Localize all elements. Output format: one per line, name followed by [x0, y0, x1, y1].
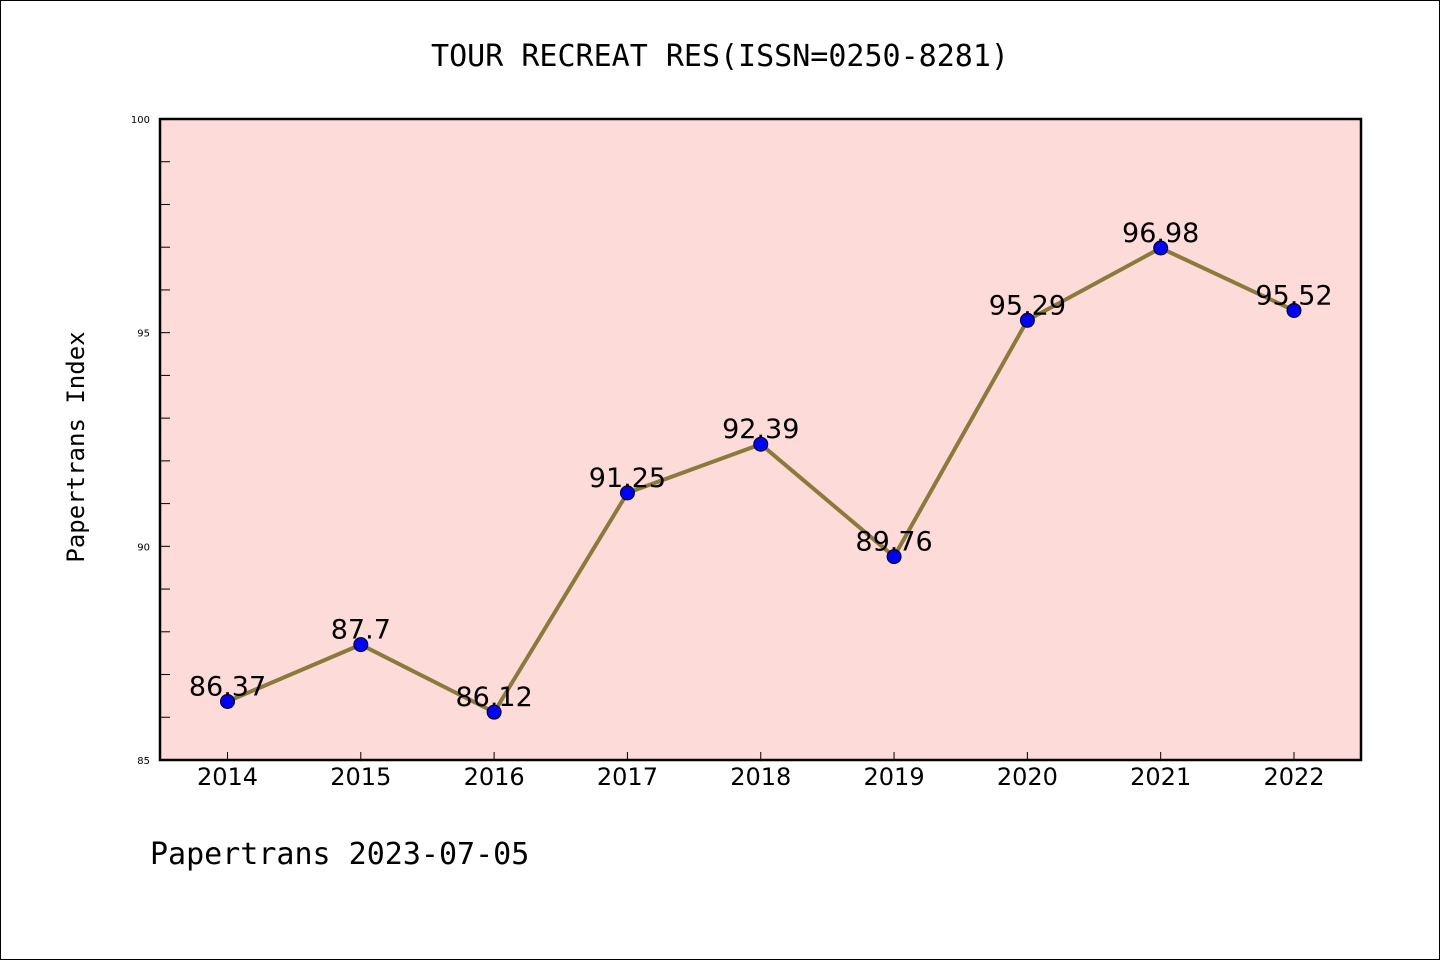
- data-point: [486, 704, 502, 720]
- data-point: [1019, 312, 1035, 328]
- data-label: 91.25: [589, 463, 666, 494]
- y-tick-label: 100: [131, 115, 150, 126]
- footer-credit: Papertrans 2023-07-05: [150, 837, 529, 872]
- x-tick-label: 2016: [464, 763, 525, 791]
- x-tick-label: 2022: [1263, 763, 1324, 791]
- series-layer: 86.37 87.7 86.12 91.25 92.39 89.76 95.29 96.98 9…: [189, 218, 1333, 720]
- data-point: [753, 436, 769, 452]
- x-tick-label: 2021: [1130, 763, 1191, 791]
- plot-border: [158, 117, 1363, 762]
- y-axis-label: Papertrans Index: [62, 331, 90, 562]
- data-point: [619, 485, 635, 501]
- data-point: [353, 637, 369, 653]
- x-tick-label: 2020: [997, 763, 1058, 791]
- x-tick-label: 2018: [730, 763, 791, 791]
- x-tick-label: 2014: [197, 763, 258, 791]
- data-point: [220, 693, 235, 709]
- x-tick-label: 2015: [330, 763, 391, 791]
- y-tick-label: 90: [137, 542, 150, 553]
- data-label: 86.37: [189, 671, 266, 702]
- axis-ticks: 85 90 95 100 2014 2015 2016 2017 2018 2019 2020 202…: [131, 115, 1325, 791]
- data-point: [1286, 302, 1302, 318]
- data-point: [1153, 240, 1169, 256]
- chart-title: TOUR RECREAT RES(ISSN=0250-8281): [431, 39, 1009, 74]
- data-label: 86.12: [455, 682, 532, 713]
- x-tick-label: 2019: [864, 763, 925, 791]
- data-label: 96.98: [1122, 218, 1199, 249]
- y-tick-label: 85: [137, 756, 150, 767]
- data-label: 87.7: [331, 615, 391, 646]
- data-label: 92.39: [722, 414, 799, 445]
- x-tick-label: 2017: [597, 763, 658, 791]
- data-label: 95.52: [1255, 280, 1332, 311]
- data-point: [886, 549, 902, 565]
- data-label: 95.29: [989, 290, 1066, 321]
- data-label: 89.76: [855, 527, 932, 558]
- y-tick-label: 95: [137, 329, 150, 340]
